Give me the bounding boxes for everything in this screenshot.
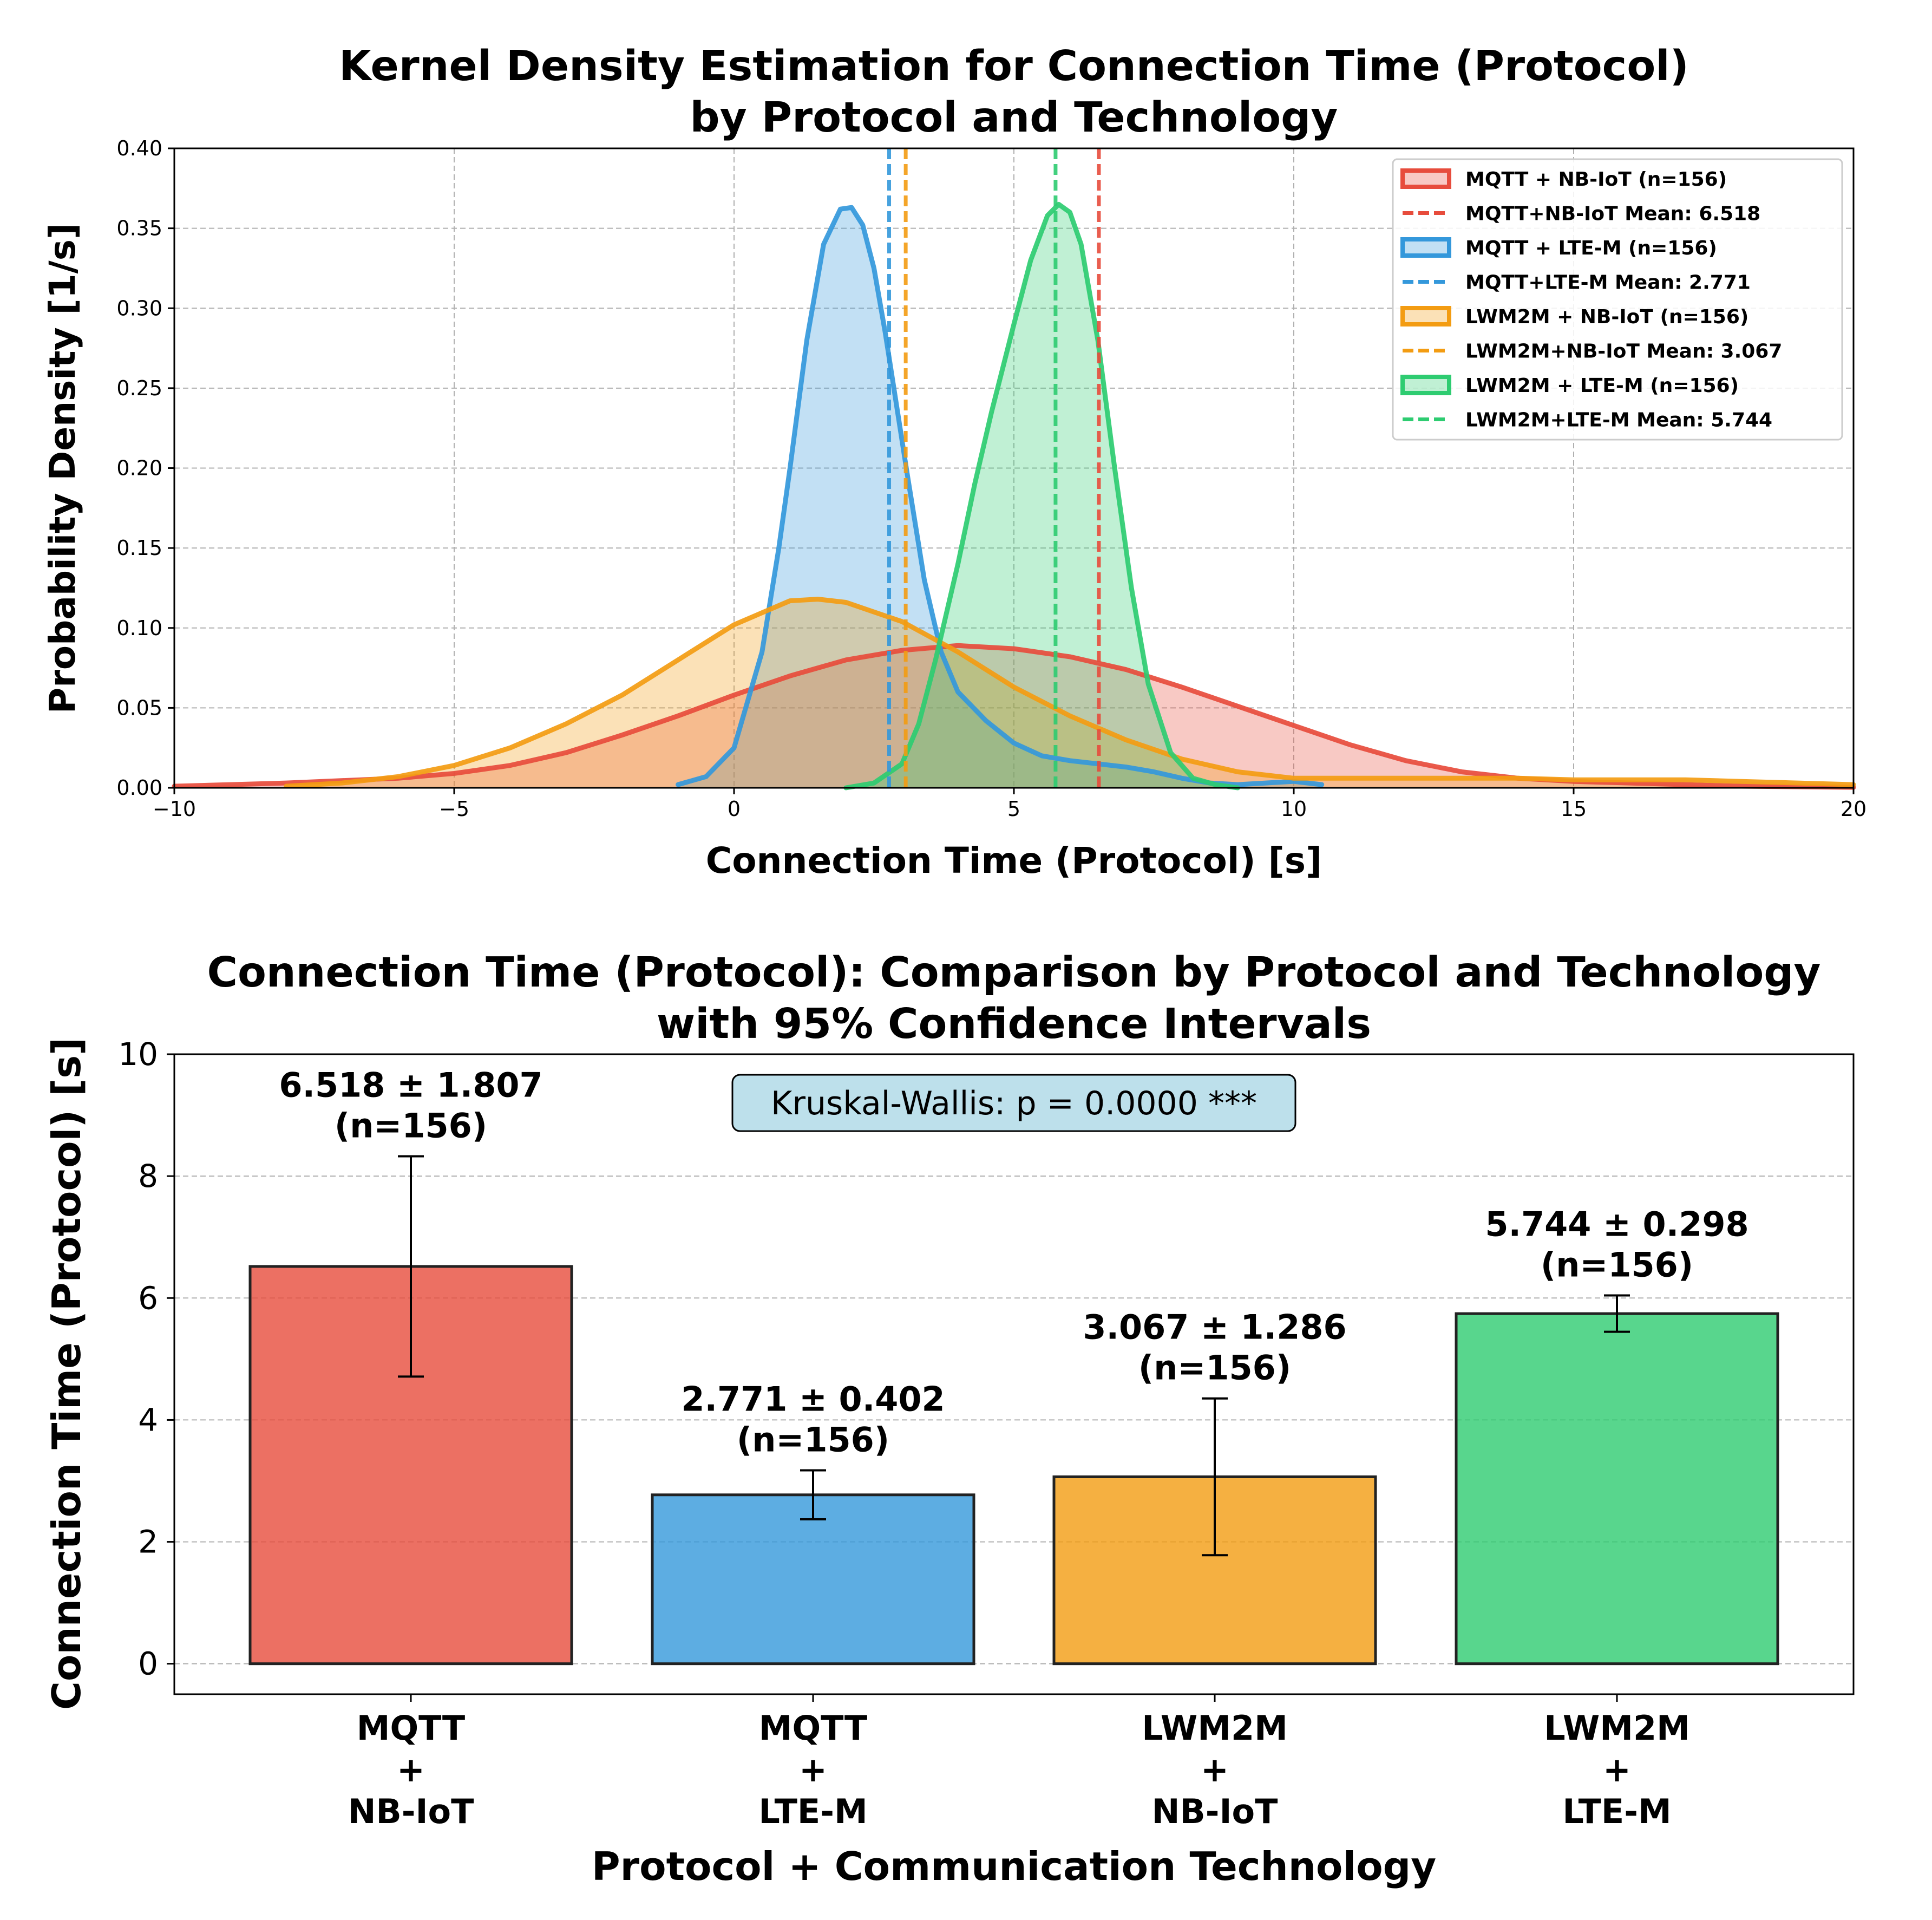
y-tick-label: 0 [138, 1645, 158, 1682]
category-label: + [799, 1750, 827, 1790]
kde-line [284, 597, 1856, 789]
kde-legend [1392, 158, 1843, 441]
category-label: MQTT [759, 1708, 867, 1748]
y-tick-label: 2 [138, 1524, 158, 1560]
legend-swatch [1400, 306, 1451, 326]
x-tick-label: 20 [1841, 797, 1866, 821]
legend-mean-label: MQTT+LTE-M Mean: 2.771 [1465, 272, 1751, 294]
x-tick-label: 10 [1281, 797, 1307, 821]
bar-value-label: 3.067 ± 1.286 [1083, 1308, 1346, 1347]
category-label: LWM2M [1142, 1708, 1288, 1748]
bar-n-label: (n=156) [1138, 1348, 1291, 1388]
x-tick-label: −5 [439, 797, 469, 821]
x-tick-label: 15 [1561, 797, 1587, 821]
category-label: LTE-M [758, 1792, 867, 1831]
x-tick-label: 5 [1007, 797, 1020, 821]
bar-n-label: (n=156) [335, 1106, 487, 1146]
y-tick-label: 0.20 [116, 456, 162, 480]
kde-area [678, 207, 1322, 788]
x-tick-label: 0 [728, 797, 741, 821]
y-tick-label: 0.25 [116, 376, 162, 400]
legend-mean-label: LWM2M+NB-IoT Mean: 3.067 [1465, 341, 1782, 363]
bar-title-line-1: Connection Time (Protocol): Comparison b… [207, 949, 1820, 997]
legend-swatch [1400, 168, 1451, 189]
legend-mean-label: LWM2M+LTE-M Mean: 5.744 [1465, 409, 1772, 432]
legend-label: LWM2M + NB-IoT (n=156) [1465, 306, 1748, 328]
category-label: + [1603, 1750, 1631, 1790]
x-tick-label: −10 [153, 797, 196, 821]
category-label: LTE-M [1562, 1792, 1671, 1831]
bar-value-label: 6.518 ± 1.807 [279, 1066, 542, 1105]
kde-line [676, 205, 1325, 787]
legend-swatch [1400, 237, 1451, 258]
bar-y-axis-label: Connection Time (Protocol) [s] [44, 1037, 89, 1710]
y-tick-label: 0.00 [116, 776, 162, 800]
kde-x-axis-label: Connection Time (Protocol) [s] [706, 840, 1322, 881]
y-tick-label: 10 [118, 1036, 158, 1073]
bar [1455, 1312, 1779, 1666]
y-tick-label: 0.35 [116, 217, 162, 240]
category-label: + [397, 1750, 425, 1790]
y-tick-label: 8 [138, 1158, 158, 1194]
kde-title-line-1: Kernel Density Estimation for Connection… [339, 42, 1689, 90]
category-label: NB-IoT [1152, 1792, 1278, 1831]
legend-label: MQTT + LTE-M (n=156) [1465, 237, 1717, 259]
y-tick-label: 0.30 [116, 296, 162, 320]
legend-swatch [1400, 375, 1451, 395]
y-tick-label: 0.10 [116, 616, 162, 640]
y-tick-label: 0.40 [116, 136, 162, 160]
y-tick-label: 4 [138, 1401, 158, 1438]
category-label: + [1201, 1750, 1229, 1790]
kde-area [174, 645, 1854, 788]
kde-line [843, 201, 1241, 791]
bar [651, 1493, 975, 1666]
legend-label: LWM2M + LTE-M (n=156) [1465, 375, 1739, 397]
kde-title-line-2: by Protocol and Technology [690, 94, 1338, 142]
bar-value-label: 2.771 ± 0.402 [681, 1380, 945, 1419]
legend-mean-label: MQTT+NB-IoT Mean: 6.518 [1465, 203, 1760, 225]
bar-axes-frame [173, 1053, 1855, 1695]
kde-chart: −10 −5 0 5 10 15 20 0.00 0.05 0.10 0.15 0.20 0.25 0.3… [42, 42, 1866, 881]
bar-n-label: (n=156) [737, 1420, 889, 1460]
bar-value-label: 5.744 ± 0.298 [1485, 1205, 1748, 1244]
category-label: NB-IoT [348, 1792, 474, 1831]
y-tick-label: 0.05 [116, 696, 162, 720]
category-label: LWM2M [1544, 1708, 1690, 1748]
kruskal-wallis-box [731, 1074, 1296, 1132]
bar-n-label: (n=156) [1541, 1245, 1693, 1285]
kruskal-wallis-text: Kruskal-Wallis: p = 0.0000 *** [771, 1085, 1257, 1122]
bar-x-axis-label: Protocol + Communication Technology [592, 1844, 1436, 1889]
y-tick-label: 6 [138, 1279, 158, 1316]
kde-area [286, 599, 1854, 788]
y-tick-label: 0.15 [116, 536, 162, 560]
bar-chart: 6.518 ± 1.807(n=156)2.771 ± 0.402(n=156)… [44, 949, 1855, 1889]
bar-title-line-2: with 95% Confidence Intervals [657, 1000, 1371, 1048]
category-label: MQTT [357, 1708, 465, 1748]
kde-y-axis-label: Probability Density [1/s] [42, 223, 83, 714]
legend-label: MQTT + NB-IoT (n=156) [1465, 168, 1727, 191]
